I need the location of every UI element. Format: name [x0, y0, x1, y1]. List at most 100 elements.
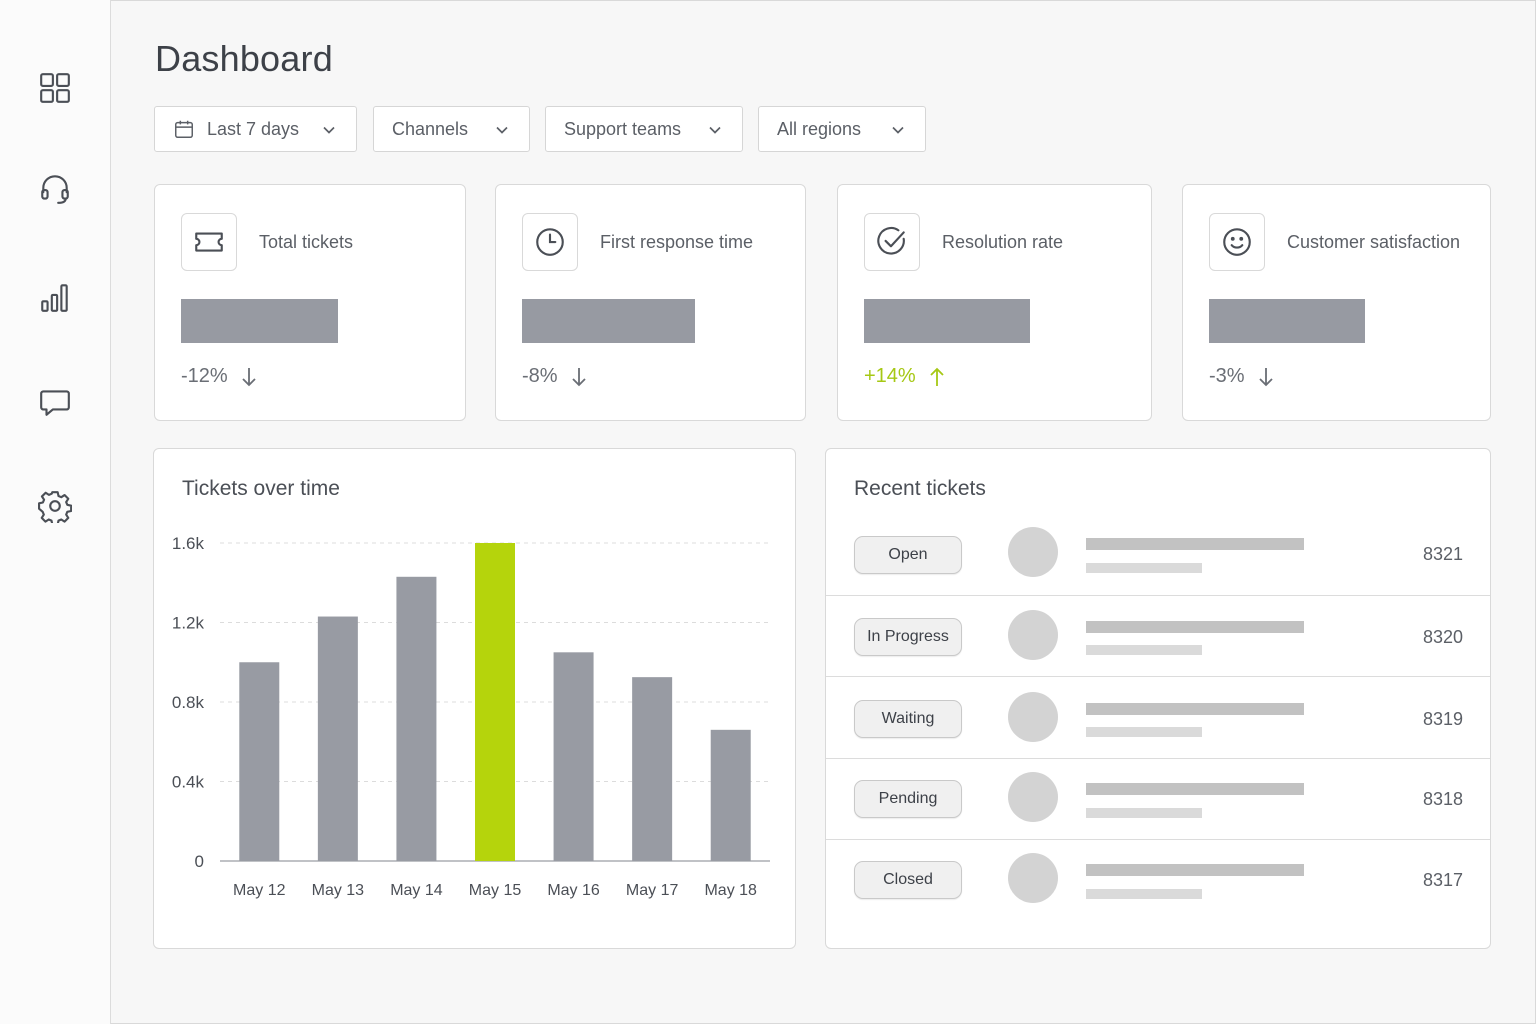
- kpi-value-placeholder: [181, 299, 338, 343]
- x-tick-label: May 18: [704, 882, 757, 899]
- x-tick-label: May 17: [626, 882, 679, 899]
- recent-tickets-title: Recent tickets: [854, 477, 986, 500]
- regions-label: All regions: [777, 118, 862, 139]
- kpi-value-placeholder: [864, 299, 1030, 343]
- arrow-up-icon: [930, 367, 944, 386]
- support-teams-filter[interactable]: Support teams: [545, 106, 743, 152]
- ticket-row[interactable]: Open 8321: [826, 515, 1490, 596]
- chart-bar[interactable]: [239, 662, 280, 861]
- kpi-card-first-response-time: First response time -8%: [495, 184, 806, 421]
- kpi-change-value: -3%: [1209, 365, 1245, 387]
- kpi-value-placeholder: [522, 299, 695, 343]
- tickets-over-time-panel: Tickets over time 0 0.4k 0.8k 1.2k 1.6k May 1…: [153, 448, 796, 949]
- date-range-label: Last 7 days: [207, 118, 300, 139]
- status-badge-in-progress[interactable]: In Progress: [854, 618, 962, 656]
- y-tick-label: 0.8k: [172, 693, 205, 712]
- kpi-card-customer-satisfaction: Customer satisfaction -3%: [1182, 184, 1491, 421]
- avatar: [1008, 692, 1058, 742]
- kpi-label: First response time: [600, 232, 754, 252]
- kpi-label: Resolution rate: [942, 232, 1064, 252]
- chart-bar[interactable]: [553, 652, 594, 861]
- kpi-change: -12%: [181, 365, 258, 388]
- chart-bar[interactable]: [317, 616, 358, 861]
- status-badge-pending[interactable]: Pending: [854, 780, 962, 818]
- ticket-row[interactable]: Pending 8318: [826, 759, 1490, 840]
- status-badge-closed[interactable]: Closed: [854, 861, 962, 899]
- support-teams-label: Support teams: [564, 118, 682, 139]
- kpi-change-value: +14%: [864, 365, 916, 387]
- kpi-label: Total tickets: [259, 232, 354, 252]
- ticket-meta-placeholder: [1086, 889, 1202, 899]
- chart-title: Tickets over time: [182, 477, 340, 500]
- chevron-down-icon: [709, 126, 721, 134]
- ticket-subject-placeholder: [1086, 703, 1304, 715]
- ticket-subject-placeholder: [1086, 538, 1304, 550]
- arrow-down-icon: [571, 367, 586, 386]
- calendar-icon: [175, 120, 193, 138]
- arrow-down-icon: [1258, 367, 1273, 386]
- kpi-change-value: -8%: [522, 365, 558, 387]
- status-badge-open[interactable]: Open: [854, 536, 962, 574]
- ticket-id: 8319: [1422, 709, 1463, 729]
- x-tick-label: May 16: [547, 882, 600, 899]
- avatar: [1008, 772, 1058, 822]
- kpi-value-placeholder: [1209, 299, 1365, 343]
- ticket-meta-placeholder: [1086, 563, 1202, 573]
- ticket-subject-placeholder: [1086, 621, 1304, 633]
- kpi-change: -8%: [522, 365, 588, 388]
- ticket-subject-placeholder: [1086, 783, 1304, 795]
- page-title: Dashboard: [155, 38, 333, 79]
- chart-bar[interactable]: [632, 677, 673, 861]
- avatar: [1008, 853, 1058, 903]
- kpi-change: -3%: [1209, 365, 1275, 388]
- kpi-label: Customer satisfaction: [1287, 232, 1461, 252]
- ticket-id: 8320: [1422, 627, 1463, 647]
- headset-icon[interactable]: [36, 170, 74, 208]
- smiley-icon: [1209, 213, 1265, 271]
- x-tick-label: May 12: [233, 882, 286, 899]
- recent-tickets-panel: Recent tickets Open 8321 In Progress 832…: [825, 448, 1491, 949]
- grid-icon[interactable]: [36, 69, 74, 107]
- ticket-icon: [181, 213, 237, 271]
- ticket-row[interactable]: Waiting 8319: [826, 678, 1490, 759]
- ticket-id: 8318: [1422, 789, 1463, 809]
- avatar: [1008, 527, 1058, 577]
- gear-icon[interactable]: [36, 487, 74, 525]
- chart-bar[interactable]: [475, 543, 515, 861]
- channels-label: Channels: [392, 118, 469, 139]
- status-badge-waiting[interactable]: Waiting: [854, 700, 962, 738]
- chart-bar[interactable]: [710, 729, 751, 861]
- kpi-card-total-tickets: Total tickets -12%: [154, 184, 466, 421]
- chevron-down-icon: [496, 126, 508, 134]
- ticket-id: 8317: [1422, 870, 1463, 890]
- ticket-subject-placeholder: [1086, 864, 1304, 876]
- x-tick-label: May 13: [312, 882, 365, 899]
- regions-filter[interactable]: All regions: [758, 106, 926, 152]
- ticket-meta-placeholder: [1086, 727, 1202, 737]
- y-tick-label: 1.6k: [172, 534, 205, 553]
- ticket-meta-placeholder: [1086, 808, 1202, 818]
- y-tick-label: 1.2k: [172, 614, 205, 633]
- x-tick-label: May 15: [469, 882, 522, 899]
- kpi-card-resolution-rate: Resolution rate +14%: [837, 184, 1152, 421]
- chart-bar[interactable]: [396, 576, 437, 861]
- chevron-down-icon: [892, 126, 904, 134]
- date-range-filter[interactable]: Last 7 days: [154, 106, 357, 152]
- clock-icon: [522, 213, 578, 271]
- kpi-change: +14%: [864, 365, 946, 388]
- ticket-row[interactable]: In Progress 8320: [826, 596, 1490, 677]
- bar-chart-icon[interactable]: [36, 278, 74, 316]
- arrow-down-icon: [242, 367, 256, 386]
- ticket-id: 8321: [1422, 544, 1463, 564]
- x-tick-label: May 14: [390, 882, 443, 899]
- chat-icon[interactable]: [36, 383, 74, 421]
- sidebar: [0, 0, 111, 1024]
- kpi-change-value: -12%: [181, 365, 228, 387]
- check-circle-icon: [864, 213, 920, 271]
- chevron-down-icon: [323, 126, 335, 134]
- avatar: [1008, 610, 1058, 660]
- ticket-meta-placeholder: [1086, 645, 1202, 655]
- channels-filter[interactable]: Channels: [373, 106, 530, 152]
- ticket-row[interactable]: Closed 8317: [826, 839, 1490, 920]
- tickets-chart: 0 0.4k 0.8k 1.2k 1.6k May 12 May 13 May 14 May 1…: [172, 534, 770, 899]
